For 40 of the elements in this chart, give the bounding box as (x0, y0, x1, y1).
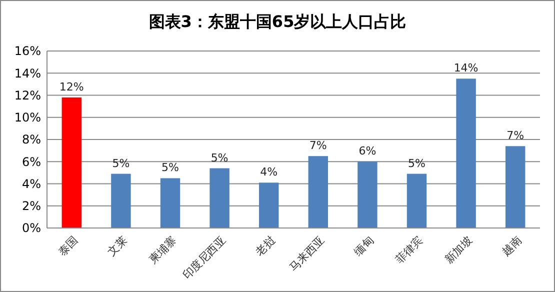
data-label: 14% (454, 62, 478, 75)
y-tick-label: 12% (14, 88, 41, 102)
data-label: 5% (162, 161, 179, 174)
x-tick-label: 柬埔寨 (146, 234, 180, 266)
x-tick-label: 越南 (499, 234, 524, 258)
bar (406, 174, 427, 228)
bar (111, 174, 131, 228)
bar (210, 168, 230, 228)
y-tick-label: 8% (22, 132, 41, 147)
bar (308, 156, 328, 228)
y-tick-label: 0% (22, 221, 41, 236)
bar (62, 97, 82, 228)
data-label: 5% (112, 156, 130, 170)
y-tick-label: 6% (22, 154, 41, 169)
x-tick-label: 新加坡 (442, 234, 475, 266)
data-label: 4% (260, 166, 278, 179)
data-label: 5% (210, 151, 228, 164)
y-tick-label: 2% (22, 199, 41, 214)
x-tick-label: 菲律宾 (393, 234, 426, 266)
y-tick-label: 16% (14, 44, 41, 58)
x-tick-label: 缅甸 (352, 234, 376, 258)
bar (258, 182, 279, 228)
data-label: 6% (358, 144, 376, 158)
y-tick-label: 14% (14, 66, 41, 80)
x-tick-label: 印度尼西亚 (180, 234, 228, 282)
bar (160, 178, 180, 228)
data-label: 7% (506, 129, 524, 142)
chart-title: 图表3：东盟十国65岁以上人口占比 (148, 12, 406, 31)
x-tick-label: 老挝 (252, 234, 278, 258)
x-tick-label: 文莱 (105, 234, 130, 258)
bar (358, 162, 378, 228)
x-tick-label: 马来西亚 (286, 234, 327, 274)
bar (456, 78, 476, 228)
data-label: 7% (309, 139, 327, 152)
x-tick-label: 泰国 (56, 234, 80, 258)
y-tick-label: 10% (14, 110, 41, 125)
bar (505, 146, 526, 228)
data-label: 5% (408, 156, 426, 170)
y-tick-label: 4% (22, 176, 41, 191)
data-label: 12% (59, 80, 84, 94)
